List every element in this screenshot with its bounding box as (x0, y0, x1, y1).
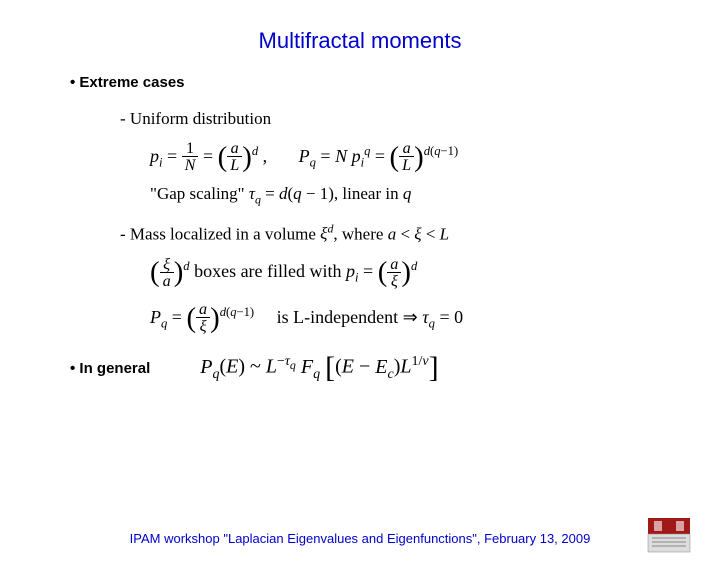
gap-scaling-label: "Gap scaling" (150, 184, 245, 203)
l-independent-text: is L-independent (277, 307, 398, 327)
footer: IPAM workshop "Laplacian Eigenvalues and… (0, 531, 720, 546)
boxes-filled-text: boxes are filled with (190, 261, 346, 281)
mass-pq-line: Pq = (aξ)d(q−1) is L-independent ⇒ τq = … (150, 300, 680, 337)
mass-heading-prefix: - Mass localized in a volume (120, 224, 320, 243)
institution-logo-icon (646, 516, 692, 554)
footer-text: IPAM workshop "Laplacian Eigenvalues and… (130, 531, 591, 546)
uniform-tau-line: "Gap scaling" τq = d(q − 1), linear in q (150, 184, 680, 207)
mass-localized-block: - Mass localized in a volume ξd, where a… (70, 222, 680, 338)
mass-boxes-line: (ξa)d boxes are filled with pi = (aξ)d (150, 254, 680, 291)
bullet-extreme-cases: • Extreme cases (70, 74, 680, 91)
uniform-distribution-block: - Uniform distribution pi = 1N = (aL)d ,… (70, 109, 680, 208)
general-formula: Pq(E) ~ L−τq Fq [(E − Ec)L1/ν] (200, 351, 438, 385)
bullet-in-general: • In general (70, 360, 150, 377)
content-area: • Extreme cases - Uniform distribution p… (0, 74, 720, 385)
uniform-heading: - Uniform distribution (120, 109, 680, 129)
general-row: • In general Pq(E) ~ L−τq Fq [(E − Ec)L1… (70, 351, 680, 385)
mass-heading-suffix: , where (333, 224, 387, 243)
mass-heading: - Mass localized in a volume ξd, where a… (120, 222, 680, 245)
slide-title: Multifractal moments (0, 28, 720, 54)
uniform-formula-pi: pi = 1N = (aL)d , Pq = N piq = (aL)d(q−1… (150, 139, 680, 176)
